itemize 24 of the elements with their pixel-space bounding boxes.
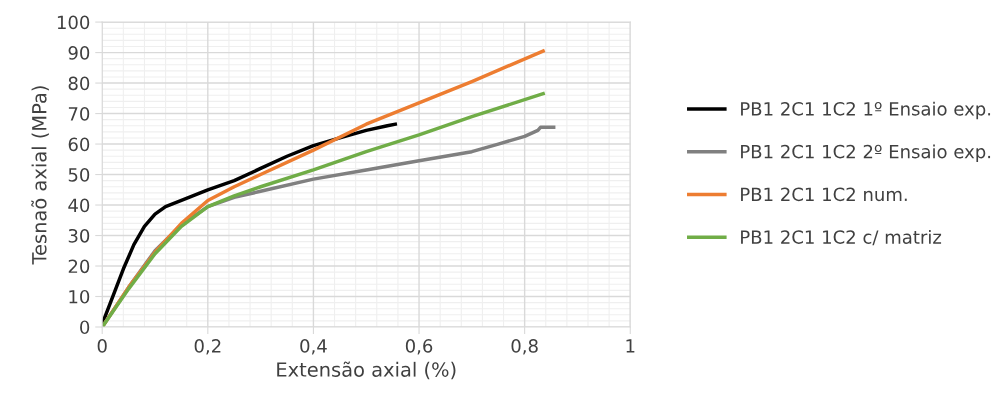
y-tick-label: 40 bbox=[68, 198, 90, 213]
legend-label: PB1 2C1 1C2 c/ matriz bbox=[741, 229, 942, 246]
y-tick-label: 20 bbox=[68, 259, 90, 274]
y-tick-label: 50 bbox=[68, 168, 90, 182]
x-tick-label: 0 bbox=[97, 339, 107, 353]
x-tick-label: 0,8 bbox=[511, 339, 538, 355]
legend-label: PB1 2C1 1C2 1º Ensaio exp. bbox=[741, 101, 991, 120]
x-tick-label: 1 bbox=[626, 339, 635, 353]
y-tick-label: 70 bbox=[68, 107, 90, 121]
x-tick-label: 0,6 bbox=[405, 339, 433, 355]
y-tick-label: 80 bbox=[68, 76, 90, 91]
x-axis-title: Extensão axial (%) bbox=[277, 361, 456, 380]
x-tick-label: 0,4 bbox=[300, 339, 327, 355]
y-tick-label: 10 bbox=[69, 289, 90, 304]
y-tick-label: 90 bbox=[68, 46, 90, 60]
y-tick-label: 30 bbox=[68, 228, 90, 243]
legend-label: PB1 2C1 1C2 2º Ensaio exp. bbox=[741, 144, 991, 162]
legend-label: PB1 2C1 1C2 num. bbox=[741, 187, 907, 202]
y-tick-label: 60 bbox=[68, 137, 90, 152]
line-series bbox=[102, 92, 545, 327]
y-tick-label: 100 bbox=[57, 15, 90, 30]
x-tick-label: 0,2 bbox=[194, 339, 221, 355]
y-axis-title: Tesnaõ axial (MPa) bbox=[31, 86, 49, 265]
y-tick-label: 0 bbox=[80, 320, 90, 335]
